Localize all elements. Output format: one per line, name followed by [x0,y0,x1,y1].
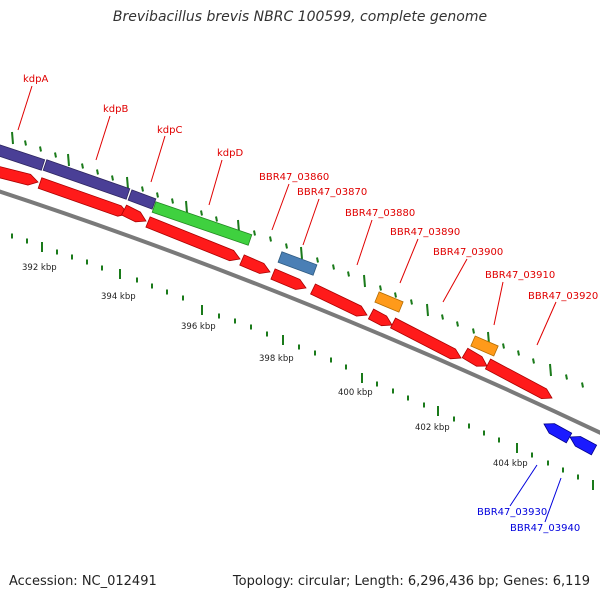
tick-mark [215,216,218,222]
gene-BBR47_03930 [543,423,573,444]
callout-line [509,464,538,507]
scale-label: 398 kbp [259,354,294,364]
tick-mark [171,198,174,204]
scale-label: 404 kbp [493,459,528,469]
tick-mark [426,303,429,317]
gene-arrow-red [239,254,271,274]
gene-label-kdpA[interactable]: kdpA [23,74,48,85]
gene-arrow-red [145,216,241,262]
tick-mark [347,271,350,277]
gene-arrow-red [484,358,553,400]
callout-line [95,115,111,161]
tick-mark [332,264,335,270]
tick-mark [300,246,303,260]
gene-labels: kdpA kdpB kdpC kdpD BBR47_03860 BBR47_03… [23,74,598,534]
accession-text: Accession: NC_012491 [9,574,157,589]
tick-mark [11,131,14,145]
gene-kdpB [42,159,131,200]
tick-mark [472,328,475,334]
scale-label: 392 kbp [22,263,57,273]
tick-mark [363,274,366,288]
gene-label-BBR47_03860[interactable]: BBR47_03860 [259,172,329,183]
tick-mark [67,153,70,167]
gene-BBR47_03940 [569,436,598,456]
tick-mark [456,321,459,327]
tick-mark [253,230,256,236]
tick-mark [379,285,382,291]
tick-mark [441,314,444,320]
callout-line [356,219,373,266]
gene-label-BBR47_03890[interactable]: BBR47_03890 [390,227,460,238]
callout-line [399,238,419,284]
gene-label-BBR47_03880[interactable]: BBR47_03880 [345,208,415,219]
gene-BBR47_03860 [277,251,318,276]
tick-mark [316,257,319,263]
tick-mark [141,186,144,192]
scale-label: 402 kbp [415,423,450,433]
tick-mark [517,350,520,356]
gene-label-BBR47_03900[interactable]: BBR47_03900 [433,247,503,258]
scale-label: 400 kbp [338,388,373,398]
tick-mark [24,140,27,146]
tick-mark [200,210,203,216]
tick-mark [111,175,114,181]
tick-mark [410,299,413,305]
gene-features [0,144,598,456]
tick-mark [185,200,188,214]
tick-marks [11,131,594,490]
tick-mark [285,243,288,249]
tick-mark [126,176,129,190]
gene-kdpA [0,144,46,171]
callout-line [208,159,223,206]
gene-arrow-red [389,317,462,360]
tick-mark [96,169,99,175]
gene-label-BBR47_03930[interactable]: BBR47_03930 [477,507,547,518]
gene-kdpC [127,189,157,210]
tick-mark [565,374,568,380]
scale-labels: 392 kbp 394 kbp 396 kbp 398 kbp 400 kbp … [22,263,528,469]
tick-mark [54,152,57,158]
tick-mark [532,358,535,364]
tick-mark [394,292,397,298]
tick-mark [81,163,84,169]
callout-line [442,258,468,303]
tick-mark [156,192,159,198]
gene-arrow-red [367,308,393,327]
gene-arrow-red [310,283,368,317]
tick-mark [39,146,42,152]
map-title: Brevibacillus brevis NBRC 100599, comple… [112,9,488,25]
gene-label-BBR47_03870[interactable]: BBR47_03870 [297,187,367,198]
gene-label-BBR47_03940[interactable]: BBR47_03940 [510,523,580,534]
gene-arrow-red [461,347,488,367]
gene-arrow-red [270,268,307,290]
callout-line [302,198,320,246]
gene-BBR47_03890 [374,291,404,313]
gene-arrow-red [120,204,147,223]
callout-line [544,477,562,523]
callout-line [150,135,166,183]
gene-arrow-red [0,166,39,186]
callout-line [493,281,504,326]
scale-label: 396 kbp [181,322,216,332]
gene-label-kdpB[interactable]: kdpB [103,104,128,115]
callout-line [536,301,557,346]
tick-mark [581,382,584,388]
gene-kdpD [151,201,253,246]
genome-stats: Topology: circular; Length: 6,296,436 bp… [232,574,590,589]
label-callouts [17,85,562,523]
gene-label-BBR47_03920[interactable]: BBR47_03920 [528,291,598,302]
callout-line [271,183,290,231]
callout-line [17,85,33,131]
tick-mark [502,343,505,349]
genome-backbone [0,189,600,435]
scale-label: 394 kbp [101,292,136,302]
gene-label-kdpD[interactable]: kdpD [217,148,243,159]
gene-label-BBR47_03910[interactable]: BBR47_03910 [485,270,555,281]
tick-mark [549,363,552,377]
tick-mark [269,236,272,242]
gene-BBR47_03910 [470,335,499,357]
gene-label-kdpC[interactable]: kdpC [157,125,182,136]
